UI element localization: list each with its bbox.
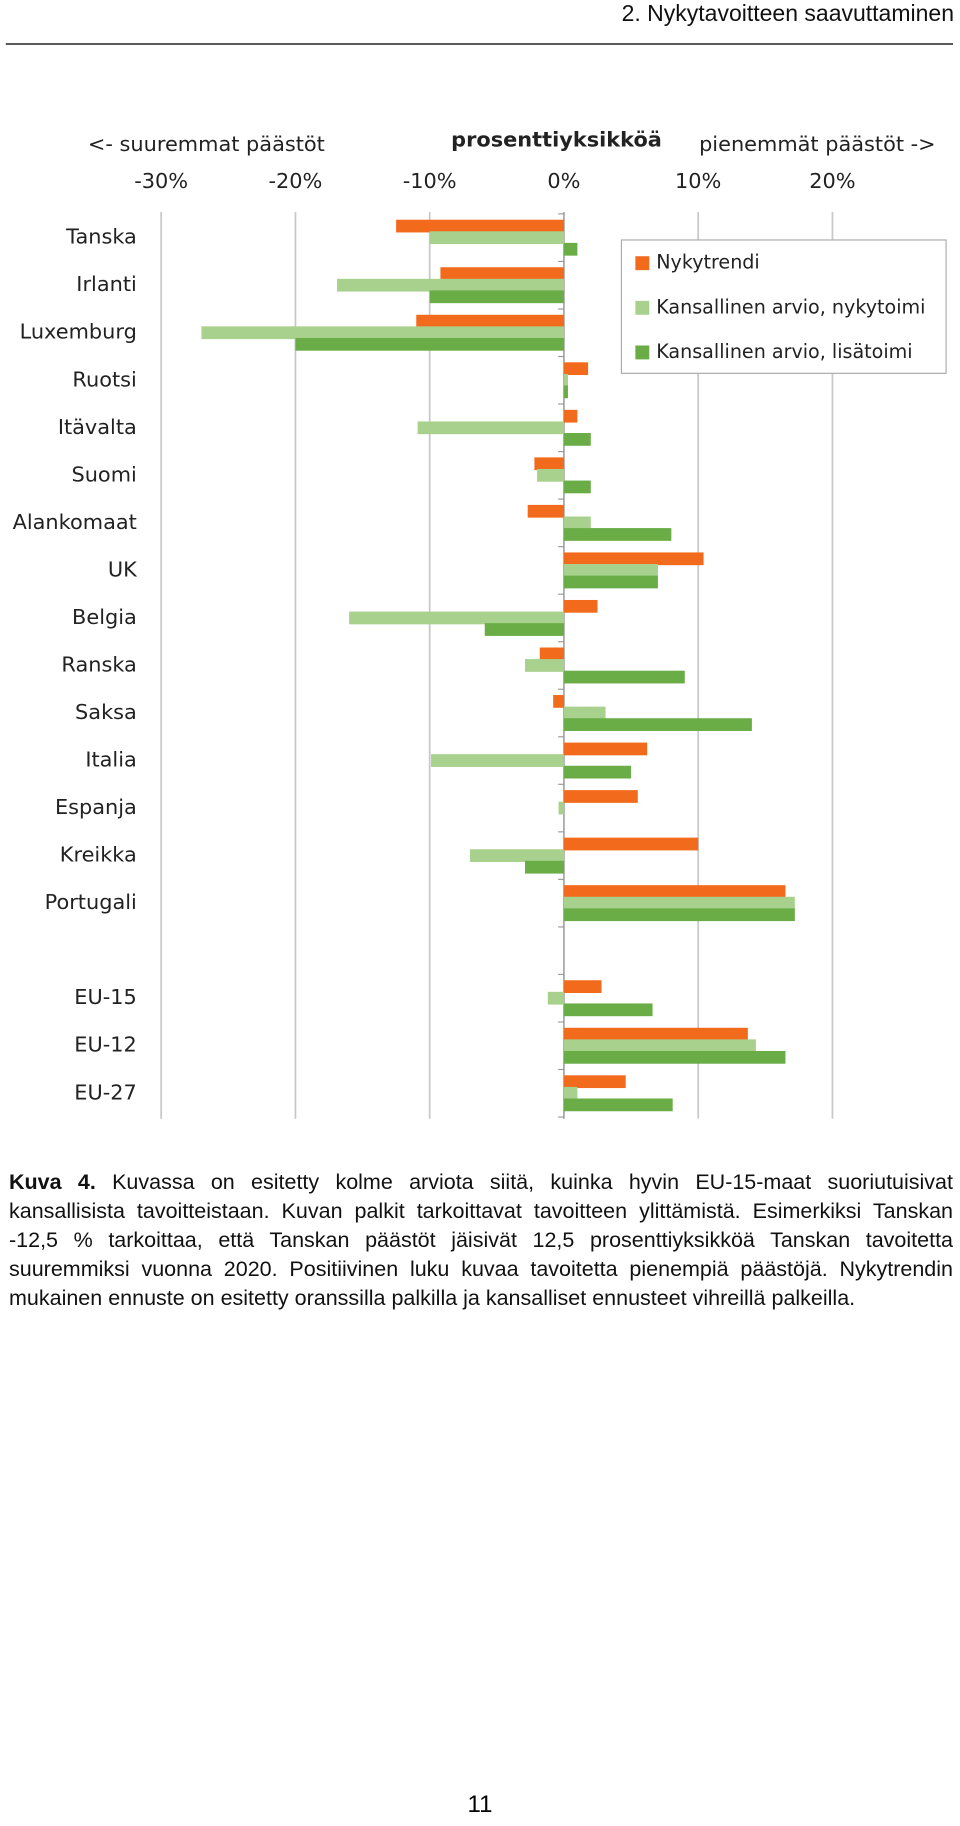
bar	[563, 765, 632, 779]
bar	[563, 1098, 673, 1112]
bar	[558, 801, 564, 815]
caption-label: Kuva 4.	[9, 1170, 96, 1194]
y-tick-label: Saksa	[75, 700, 137, 724]
bar	[563, 837, 699, 851]
bar	[563, 896, 795, 910]
bar	[563, 1086, 578, 1100]
bar	[553, 695, 564, 708]
x-tick-label: 10%	[675, 169, 721, 193]
y-tick-label: Kreikka	[60, 843, 137, 867]
y-tick-label: Ruotsi	[72, 367, 136, 391]
bar	[563, 564, 658, 577]
bar	[563, 599, 598, 613]
bar	[563, 242, 578, 256]
bar	[563, 1027, 748, 1041]
bar	[431, 754, 564, 767]
bar	[563, 670, 685, 684]
y-tick-label: Tanska	[65, 225, 137, 249]
bar	[563, 480, 591, 494]
y-tick-label: UK	[108, 557, 138, 581]
bar	[563, 385, 568, 399]
y-tick-label: Ranska	[61, 652, 136, 676]
bar	[537, 468, 564, 482]
bar	[563, 790, 638, 803]
bar	[416, 314, 564, 328]
bar	[563, 1075, 626, 1089]
chart-title: prosenttiyksikköä	[451, 127, 662, 151]
bar	[563, 908, 795, 922]
bar	[484, 623, 564, 636]
legend-label: Nykytrendi	[656, 251, 760, 274]
y-tick-label: Italia	[85, 748, 137, 772]
bar	[563, 885, 786, 898]
bar	[563, 362, 589, 376]
bar	[563, 373, 568, 387]
bar	[534, 457, 564, 471]
bar	[337, 278, 564, 292]
x-tick-label: -30%	[134, 169, 188, 193]
bar	[440, 267, 564, 280]
bar	[201, 326, 564, 340]
bar	[563, 528, 672, 541]
bar	[525, 860, 564, 874]
x-tick-label: -20%	[268, 169, 322, 193]
y-tick-label: Itävalta	[58, 415, 137, 439]
bar	[417, 421, 564, 435]
page-number: 11	[467, 1791, 493, 1818]
bar	[563, 706, 606, 720]
y-tick-label: Espanja	[55, 795, 137, 819]
bar	[563, 575, 658, 589]
x-tick-label: 0%	[547, 169, 580, 193]
bar	[563, 742, 648, 756]
bar	[563, 552, 704, 566]
legend-label: Kansallinen arvio, nykytoimi	[656, 295, 925, 318]
bar	[527, 504, 564, 518]
bar	[563, 516, 591, 530]
legend-swatch	[635, 300, 650, 315]
header-title: 2. Nykytavoitteen saavuttaminen	[621, 0, 954, 26]
legend-swatch	[635, 345, 650, 360]
bar	[295, 337, 564, 351]
annotation: pienemmät päästöt ->	[699, 132, 936, 156]
bar	[349, 611, 564, 625]
bar	[563, 980, 602, 993]
y-tick-label: EU-15	[74, 985, 137, 1009]
bar	[396, 219, 564, 233]
bar	[563, 718, 752, 731]
bar	[429, 231, 564, 245]
caption-text: Kuvassa on esitetty kolme arviota siitä,…	[9, 1170, 953, 1310]
legend-box	[620, 239, 947, 374]
bar	[563, 1039, 756, 1053]
annotation: <- suuremmat päästöt	[88, 132, 325, 156]
x-tick-label: -10%	[403, 169, 457, 193]
legend-swatch	[635, 256, 650, 271]
y-tick-label: Irlanti	[76, 272, 137, 296]
y-tick-label: Suomi	[71, 462, 136, 486]
y-tick-label: Belgia	[72, 605, 137, 629]
y-tick-label: EU-12	[74, 1033, 137, 1057]
bar	[547, 991, 564, 1005]
bar	[563, 433, 591, 446]
bar	[469, 849, 564, 862]
x-tick-label: 20%	[809, 169, 855, 193]
y-tick-label: EU-27	[74, 1080, 137, 1104]
y-tick-label: Alankomaat	[13, 510, 137, 534]
bar	[563, 1050, 786, 1064]
bar	[563, 409, 578, 423]
bar	[563, 1003, 653, 1017]
bar	[539, 647, 564, 661]
y-tick-label: Luxemburg	[20, 320, 137, 344]
bar	[525, 659, 564, 672]
y-tick-label: Portugali	[45, 890, 137, 914]
bar	[429, 290, 564, 304]
caption: Kuva 4. Kuvassa on esitetty kolme arviot…	[9, 1168, 953, 1313]
legend-label: Kansallinen arvio, lisätoimi	[656, 340, 912, 363]
